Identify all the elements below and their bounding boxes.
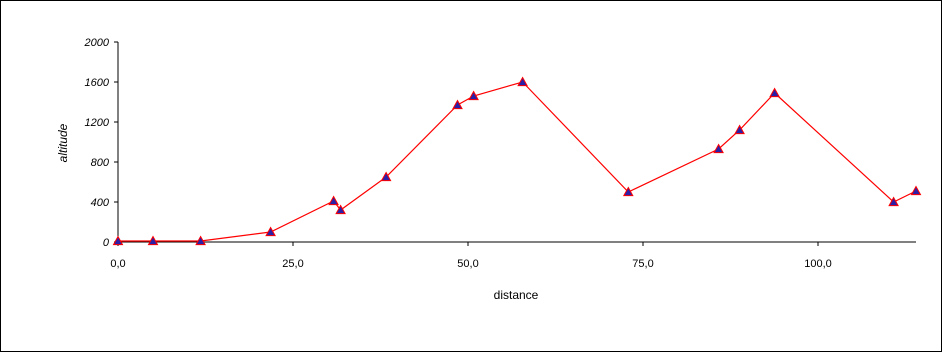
- y-tick-label: 2000: [84, 37, 110, 49]
- data-point: [147, 235, 159, 246]
- data-point: [888, 196, 899, 207]
- y-tick-label: 400: [91, 197, 110, 209]
- series-layer: [112, 76, 922, 246]
- ticks: [114, 41, 819, 246]
- data-point: [713, 143, 724, 154]
- y-tick-label: 800: [91, 157, 110, 169]
- data-point: [380, 171, 392, 182]
- data-point: [265, 226, 276, 237]
- data-point: [769, 87, 780, 98]
- y-tick-label: 1600: [85, 77, 110, 89]
- axes: [117, 42, 916, 243]
- x-tick-label: 50,0: [457, 258, 478, 270]
- data-point: [335, 204, 346, 215]
- data-point: [452, 99, 463, 110]
- y-tick-label: 0: [103, 237, 110, 249]
- data-point: [910, 185, 922, 196]
- data-point: [328, 195, 339, 206]
- data-point: [468, 90, 479, 101]
- x-tick-label: 25,0: [282, 258, 303, 270]
- x-tick-label: 0,0: [110, 258, 125, 270]
- x-axis-title: distance: [494, 288, 539, 302]
- tick-labels: 0 400 800 1200 1600 2000 0,0 25,0 50,0 75,0 100,0: [84, 37, 832, 270]
- x-tick-label: 75,0: [632, 258, 653, 270]
- series-line: [118, 81, 917, 242]
- data-point: [112, 235, 124, 246]
- y-tick-label: 1200: [85, 117, 110, 129]
- data-point: [195, 235, 206, 246]
- x-tick-label: 100,0: [804, 258, 832, 270]
- data-point: [734, 124, 745, 135]
- data-point: [622, 186, 634, 197]
- data-point: [517, 76, 528, 87]
- y-axis-title: altitude: [56, 123, 70, 162]
